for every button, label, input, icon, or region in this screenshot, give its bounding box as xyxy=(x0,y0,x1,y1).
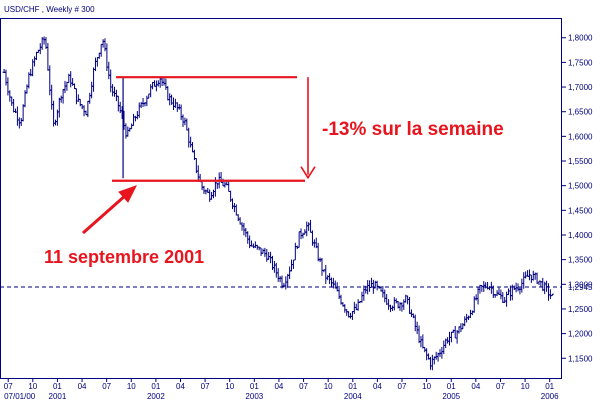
x-tick-label: 10 xyxy=(28,382,37,391)
y-tick-label: 1,5000 xyxy=(568,182,593,191)
x-tick-label: 04 xyxy=(176,382,185,391)
x-year-label: 2006 xyxy=(541,392,559,401)
event-annotation-label: 11 septembre 2001 xyxy=(44,247,204,267)
plot-frame xyxy=(0,18,562,379)
y-tick-label: 1,4500 xyxy=(568,206,593,215)
x-tick-label: 10 xyxy=(225,382,234,391)
plot-layer: 1,8000 1,7500 1,7000 1,6500 1,6000 1,5500 1,50… xyxy=(0,18,593,401)
x-year-label: 2005 xyxy=(442,392,460,401)
drop-annotation-label: -13% sur la semaine xyxy=(322,119,504,140)
y-tick-label: 1,6000 xyxy=(568,132,593,141)
annotation-layer xyxy=(82,76,316,235)
y-tick-label: 1,2000 xyxy=(568,330,593,339)
x-year-label: 2004 xyxy=(344,392,362,401)
x-tick-label: 07 xyxy=(496,382,505,391)
x-year-label: 2003 xyxy=(245,392,263,401)
event-arrow-head xyxy=(118,185,138,203)
x-tick-label: 01 xyxy=(447,382,456,391)
chart-title: USD/CHF , Weekly # 300 xyxy=(4,5,95,14)
x-tick-label: 07 xyxy=(398,382,407,391)
x-year-label: 2002 xyxy=(147,392,165,401)
x-tick-label: 04 xyxy=(78,382,87,391)
event-arrow-shaft xyxy=(82,193,127,235)
y-tick-label: 1,7500 xyxy=(568,58,593,67)
x-tick-label: 07 xyxy=(201,382,210,391)
x-tick-label: 10 xyxy=(324,382,333,391)
x-tick-label: 01 xyxy=(151,382,160,391)
x-tick-label: 04 xyxy=(471,382,480,391)
x-tick-label: 01 xyxy=(53,382,62,391)
x-tick-label: 10 xyxy=(127,382,136,391)
x-tick-label: 04 xyxy=(274,382,283,391)
x-tick-label: 07 xyxy=(4,382,13,391)
x-tick-label: 07 xyxy=(299,382,308,391)
y-tick-label: 1,3000 xyxy=(568,280,593,289)
x-tick-label: 10 xyxy=(521,382,530,391)
y-tick-label: 1,5500 xyxy=(568,157,593,166)
y-tick-label: 1,1500 xyxy=(568,354,593,363)
drop-arrow-head xyxy=(300,166,316,180)
x-year-label: 2001 xyxy=(49,392,67,401)
y-tick-label: 1,4000 xyxy=(568,231,593,240)
x-tick-label: 01 xyxy=(250,382,259,391)
reference-line-label: 1,2945 xyxy=(568,283,593,292)
y-tick-label: 1,6500 xyxy=(568,108,593,117)
x-tick-label: 01 xyxy=(545,382,554,391)
y-tick-label: 1,8000 xyxy=(568,34,593,43)
x-tick-label: 07 xyxy=(102,382,111,391)
x-year-label: 07/01/00 xyxy=(4,392,36,401)
y-tick-label: 1,7000 xyxy=(568,83,593,92)
x-tick-label: 10 xyxy=(422,382,431,391)
y-tick-label: 1,2500 xyxy=(568,305,593,314)
x-tick-label: 01 xyxy=(348,382,357,391)
y-tick-label: 1,3500 xyxy=(568,256,593,265)
x-tick-label: 04 xyxy=(373,382,382,391)
